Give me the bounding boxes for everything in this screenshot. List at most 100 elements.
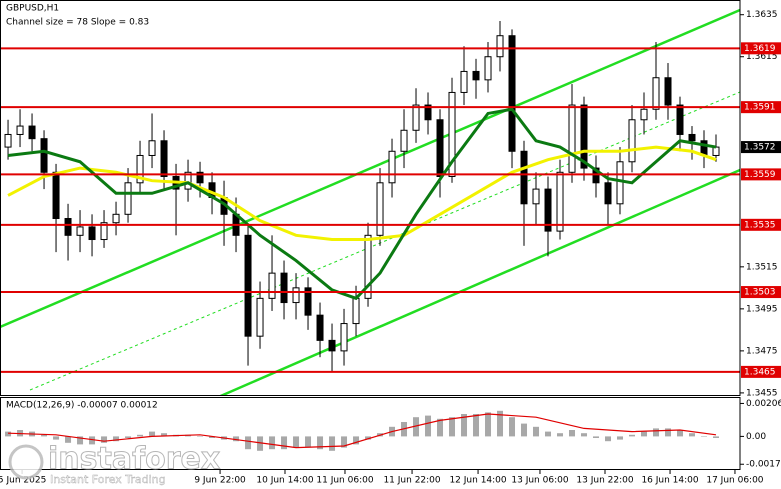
x-tick-label: 13 Jun 06:00 (511, 476, 568, 486)
candle-body (196, 171, 204, 184)
candle-body (496, 35, 504, 58)
candle-body (688, 133, 696, 142)
level-label-box (741, 286, 781, 299)
macd-plot (5, 410, 720, 451)
macd-bar (257, 436, 264, 451)
macd-bar (341, 436, 348, 448)
macd-bar (233, 436, 240, 442)
moving-average (7, 107, 717, 301)
candle-body (64, 218, 72, 236)
candle-body (472, 70, 480, 81)
macd-bar (305, 436, 312, 448)
macd-bar (569, 430, 576, 437)
macd-bar (437, 418, 444, 437)
candle-body (556, 171, 564, 232)
channel-info: Channel size = 78 Slope = 0.83 (6, 18, 149, 28)
macd-bar (245, 436, 252, 450)
watermark: instaforex Instant Forex Trading (8, 441, 221, 486)
candle-body (40, 138, 48, 173)
macd-bar (317, 436, 324, 450)
candle-body (52, 171, 60, 220)
level-label-box (741, 101, 781, 114)
macd-bar (101, 436, 108, 443)
candle-body (304, 287, 312, 316)
price-plot (0, 21, 740, 373)
candle-body (676, 104, 684, 135)
macd-bar (125, 436, 132, 438)
candle-body (412, 104, 420, 131)
last-price-label: 1.3572 (744, 143, 776, 153)
macd-title: MACD(12,26,9) -0.00007 0.00012 (6, 401, 158, 411)
level-label: 1.3559 (744, 170, 776, 180)
macd-bar (701, 436, 708, 437)
logo-icon (8, 444, 44, 480)
level-label-box (741, 365, 781, 378)
macd-bar (365, 436, 372, 440)
symbol-title: GBPUSD,H1 (6, 4, 59, 14)
candle-body (592, 167, 600, 184)
macd-bar (485, 412, 492, 437)
candle-body (520, 150, 528, 205)
macd-frame (0, 397, 741, 470)
x-tick-label: 12 Jun 14:00 (449, 476, 506, 486)
macd-bar (89, 436, 96, 445)
candle-body (568, 104, 576, 173)
y-tick-label: -0.00174 (746, 460, 781, 470)
candle-body (244, 234, 252, 337)
candle-body (544, 188, 552, 232)
channel-middle (29, 91, 740, 391)
x-tick-label: 17 Jun 06:00 (706, 476, 763, 486)
axes: 1.3635 1.3615 1.3515 1.3495 1.3475 1.3455 1.36… (0, 10, 781, 486)
signal-line (8, 413, 717, 449)
macd-bar (581, 433, 588, 437)
level-label: 1.3591 (744, 103, 776, 113)
candle-body (664, 77, 672, 106)
macd-bar (41, 434, 48, 437)
candle-body (532, 188, 540, 205)
macd-bar (605, 436, 612, 442)
macd-bar (593, 436, 600, 438)
level-label: 1.3503 (744, 288, 776, 298)
candle-body (436, 119, 444, 177)
macd-bar (353, 436, 360, 445)
candle-body (352, 297, 360, 325)
macd-bar (629, 434, 636, 437)
x-tick-label: 11 Jun 22:00 (383, 476, 440, 486)
macd-bar (617, 436, 624, 440)
candle-body (508, 35, 516, 152)
channel-upper (0, 8, 740, 329)
candle-body (184, 171, 192, 190)
candle-body (460, 70, 468, 93)
candle-body (484, 56, 492, 81)
macd-bar (149, 431, 156, 437)
candle-body (4, 133, 12, 148)
macd-bar (557, 433, 564, 437)
candle-body (400, 129, 408, 152)
watermark-brand: instaforex (48, 442, 220, 477)
macd-bar (689, 433, 696, 437)
candle-body (628, 119, 636, 163)
macd-bar (281, 436, 288, 450)
macd-bar (197, 436, 204, 437)
candle-body (580, 104, 588, 169)
level-label-box (741, 168, 781, 181)
y-tick-label: 1.3615 (746, 52, 778, 62)
candle-body (364, 234, 372, 299)
candle-body (136, 154, 144, 184)
candle-body (16, 125, 24, 135)
y-tick-label: 0.00206 (746, 399, 781, 409)
macd-bar (461, 414, 468, 437)
candle-body (388, 150, 396, 184)
macd-bar (269, 436, 276, 450)
macd-bar (545, 431, 552, 437)
candle-body (124, 182, 132, 215)
candle-body (88, 226, 96, 241)
y-tick-label: 1.3515 (746, 262, 778, 272)
channel (0, 8, 740, 395)
y-tick-label: 1.3475 (746, 346, 778, 356)
macd-bar (5, 431, 12, 437)
macd-bar (497, 410, 504, 437)
macd-bar (65, 436, 72, 443)
level-label-box (741, 42, 781, 55)
macd-bar (665, 428, 672, 437)
